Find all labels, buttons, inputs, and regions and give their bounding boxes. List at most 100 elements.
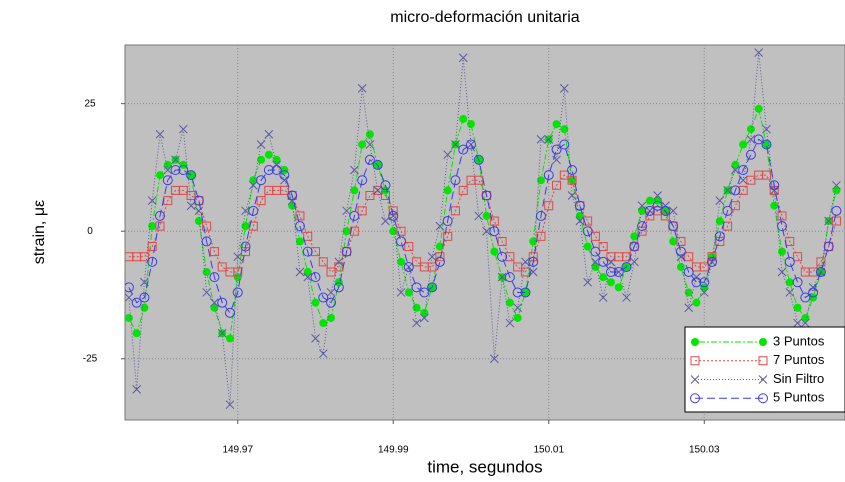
marker	[194, 206, 204, 216]
marker	[381, 216, 390, 226]
marker	[264, 129, 274, 139]
marker	[691, 338, 699, 346]
marker	[466, 139, 477, 150]
marker	[403, 261, 414, 272]
marker	[256, 196, 266, 206]
marker	[389, 227, 398, 236]
marker	[777, 267, 787, 277]
marker	[591, 262, 600, 271]
marker	[489, 354, 499, 364]
marker	[186, 201, 196, 211]
marker	[599, 273, 608, 282]
marker	[271, 165, 282, 175]
marker	[815, 267, 826, 278]
marker	[567, 191, 577, 200]
marker	[785, 288, 795, 297]
marker	[568, 176, 577, 185]
marker	[598, 242, 608, 252]
marker	[233, 252, 243, 262]
marker	[605, 267, 616, 278]
marker	[287, 196, 297, 205]
x-tick-label: 150.03	[689, 445, 720, 456]
marker	[349, 210, 360, 221]
marker	[357, 84, 367, 93]
marker	[179, 160, 188, 169]
marker	[520, 287, 531, 298]
marker	[303, 272, 313, 282]
marker	[287, 190, 298, 201]
marker	[645, 196, 654, 205]
marker	[241, 206, 250, 216]
marker	[489, 216, 499, 226]
marker	[450, 206, 460, 216]
marker	[505, 298, 514, 307]
marker	[349, 226, 359, 236]
marker	[621, 261, 632, 272]
marker	[473, 154, 484, 165]
marker	[676, 236, 686, 246]
marker	[831, 216, 841, 226]
marker	[310, 247, 320, 257]
marker	[396, 236, 407, 247]
marker	[139, 252, 149, 262]
legend-label: Sin Filtro	[773, 371, 824, 386]
marker	[722, 205, 733, 216]
marker	[263, 165, 274, 175]
marker	[482, 211, 491, 220]
marker	[559, 139, 570, 150]
marker	[583, 216, 593, 226]
marker	[505, 318, 515, 328]
marker	[613, 267, 624, 278]
marker	[412, 303, 421, 312]
marker	[427, 282, 438, 293]
marker	[357, 206, 367, 216]
marker	[404, 242, 414, 252]
marker	[318, 257, 328, 267]
marker	[326, 267, 336, 277]
marker	[147, 242, 157, 252]
marker	[249, 176, 258, 185]
marker	[187, 171, 196, 180]
marker	[404, 288, 413, 297]
marker	[754, 104, 763, 113]
marker	[699, 262, 709, 272]
marker	[397, 257, 406, 266]
marker	[280, 166, 289, 174]
marker	[521, 257, 530, 267]
marker	[131, 297, 142, 308]
marker	[691, 277, 702, 288]
marker	[816, 267, 826, 277]
marker	[543, 170, 554, 181]
marker	[435, 252, 445, 262]
marker	[832, 186, 841, 195]
marker	[761, 139, 772, 150]
marker	[333, 282, 344, 293]
marker	[303, 268, 312, 277]
marker	[170, 165, 181, 175]
x-tick-label: 149.99	[378, 445, 409, 456]
marker	[536, 135, 546, 144]
plot	[125, 48, 842, 410]
marker	[707, 256, 718, 267]
marker	[590, 246, 601, 257]
marker	[536, 231, 546, 241]
marker	[125, 313, 133, 322]
marker	[264, 150, 273, 159]
marker	[420, 308, 429, 317]
marker	[529, 237, 538, 246]
marker	[591, 257, 600, 267]
marker	[684, 252, 694, 262]
marker	[458, 53, 468, 63]
marker	[690, 393, 700, 404]
marker	[302, 246, 313, 257]
marker	[560, 125, 569, 134]
marker	[544, 135, 554, 144]
marker	[715, 196, 725, 205]
marker	[225, 334, 234, 343]
marker	[202, 221, 212, 231]
marker	[832, 180, 841, 190]
marker	[310, 272, 321, 283]
marker	[676, 262, 685, 271]
